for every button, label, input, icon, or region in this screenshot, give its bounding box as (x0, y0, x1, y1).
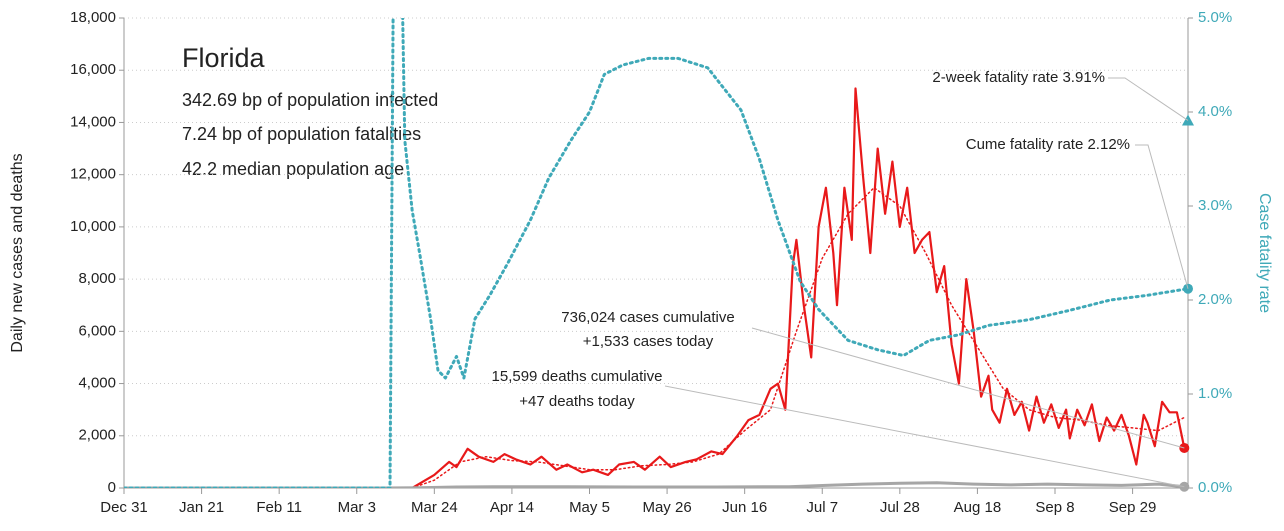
x-tick-label: Jul 28 (880, 499, 920, 516)
x-tick-label: Mar 3 (338, 499, 376, 516)
x-tick-label: May 26 (642, 499, 691, 516)
y2-tick-label: 3.0% (1198, 197, 1232, 214)
y-tick-label: 12,000 (70, 166, 116, 183)
y-tick-label: 6,000 (78, 322, 116, 339)
annotation: 15,599 deaths cumulative (492, 368, 663, 385)
leader-line (1135, 144, 1189, 289)
annotation: +47 deaths today (519, 393, 635, 410)
y-axis-label: Daily new cases and deaths (9, 153, 26, 352)
x-tick-label: Jan 21 (179, 499, 224, 516)
x-tick-label: Sep 8 (1035, 499, 1074, 516)
info-line: 342.69 bp of population infected (182, 90, 438, 110)
y2-tick-label: 0.0% (1198, 479, 1232, 496)
x-tick-label: Apr 14 (490, 499, 534, 516)
y-tick-label: 4,000 (78, 375, 116, 392)
leader-line (751, 327, 1185, 449)
y-tick-label: 14,000 (70, 113, 116, 130)
x-tick-label: Mar 24 (411, 499, 458, 516)
x-tick-label: Jun 16 (722, 499, 767, 516)
series-line (124, 481, 1186, 488)
series-line (124, 18, 1188, 488)
info-line: 42.2 median population age (182, 159, 404, 179)
y-tick-label: 10,000 (70, 218, 116, 235)
chart-title: Florida (182, 43, 266, 73)
leader-line (1108, 77, 1189, 121)
annotation: +1,533 cases today (583, 333, 714, 350)
x-tick-label: May 5 (569, 499, 610, 516)
y-tick-label: 2,000 (78, 427, 116, 444)
y2-tick-label: 2.0% (1198, 291, 1232, 308)
plot-area (124, 18, 1188, 488)
y-tick-label: 8,000 (78, 270, 116, 287)
y2-tick-label: 4.0% (1198, 103, 1232, 120)
y-tick-label: 0 (108, 479, 116, 496)
x-tick-label: Feb 11 (256, 499, 302, 516)
y2-tick-label: 1.0% (1198, 385, 1232, 402)
series-line (124, 87, 1186, 488)
x-tick-label: Sep 29 (1109, 499, 1157, 516)
y-tick-label: 16,000 (70, 61, 116, 78)
leader-line (664, 385, 1185, 488)
x-tick-label: Aug 18 (954, 499, 1002, 516)
annotation: 736,024 cases cumulative (561, 309, 734, 326)
y2-axis-label: Case fatality rate (1256, 193, 1273, 313)
x-tick-label: Dec 31 (100, 499, 148, 516)
y2-tick-label: 5.0% (1198, 9, 1232, 26)
x-tick-label: Jul 7 (806, 499, 838, 516)
annotation: Cume fatality rate 2.12% (966, 136, 1130, 153)
y-tick-label: 18,000 (70, 9, 116, 26)
series-line (124, 186, 1186, 488)
info-line: 7.24 bp of population fatalities (182, 124, 421, 144)
annotation: 2-week fatality rate 3.91% (932, 69, 1105, 86)
